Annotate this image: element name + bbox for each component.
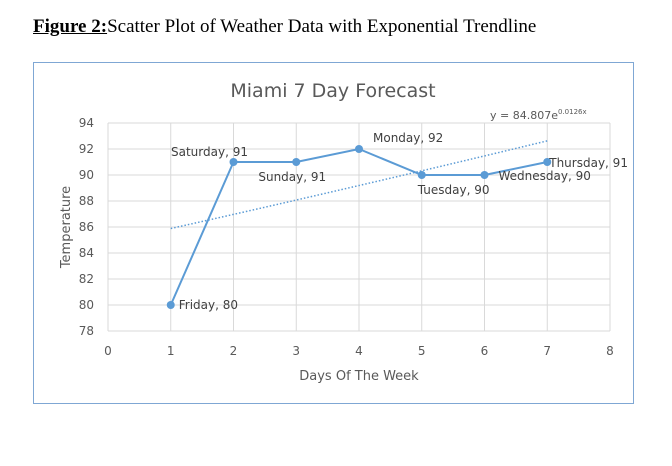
y-tick-label: 82 (79, 272, 94, 286)
x-tick-label: 4 (355, 344, 363, 358)
data-label: Friday, 80 (179, 298, 238, 312)
y-tick-label: 86 (79, 220, 94, 234)
trendline-equation: y = 84.807e0.0126x (490, 108, 587, 122)
x-tick-label: 3 (292, 344, 300, 358)
chart-title: Miami 7 Day Forecast (230, 80, 435, 102)
equation-exponent: 0.0126x (558, 108, 587, 116)
x-tick-label: 6 (481, 344, 489, 358)
x-tick-label: 7 (543, 344, 551, 358)
caption-text: Scatter Plot of Weather Data with Expone… (107, 16, 537, 37)
data-point (355, 145, 363, 153)
data-label: Sunday, 91 (258, 170, 326, 184)
y-tick-label: 78 (79, 324, 94, 338)
x-axis-label: Days Of The Week (299, 369, 419, 384)
trendline (170, 140, 548, 230)
x-tick-label: 0 (104, 344, 112, 358)
y-tick-label: 88 (79, 194, 94, 208)
x-tick-label: 8 (606, 344, 614, 358)
y-tick-label: 94 (79, 116, 94, 130)
data-label: Saturday, 91 (171, 145, 248, 159)
equation-base: y = 84.807e (490, 109, 558, 122)
chart-frame (33, 62, 634, 404)
x-tick-label: 1 (167, 344, 175, 358)
data-point (229, 158, 238, 166)
data-point (166, 301, 175, 309)
x-tick-label: 5 (418, 344, 426, 358)
data-point (292, 158, 301, 166)
data-point (480, 171, 489, 179)
data-label: Tuesday, 90 (417, 183, 490, 197)
y-tick-label: 84 (79, 246, 94, 260)
y-tick-label: 90 (79, 168, 94, 182)
data-label: Wednesday, 90 (499, 169, 591, 183)
data-label: Thursday, 91 (548, 156, 628, 170)
caption-label: Figure 2: (33, 16, 108, 37)
figure-caption: Figure 2:Scatter Plot of Weather Data wi… (33, 16, 536, 38)
y-tick-label: 80 (79, 298, 94, 312)
data-point (417, 171, 426, 179)
data-point (543, 158, 552, 166)
data-label: Monday, 92 (373, 131, 443, 145)
y-tick-label: 92 (79, 142, 94, 156)
y-axis-label: Temperature (59, 186, 74, 269)
x-tick-label: 2 (230, 344, 238, 358)
